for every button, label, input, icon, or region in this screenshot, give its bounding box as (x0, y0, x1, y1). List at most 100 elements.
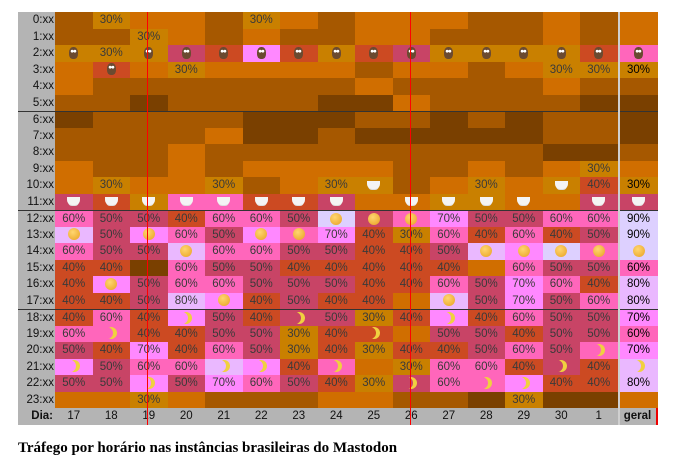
heatmap-cell: 60% (430, 276, 468, 293)
moon-icon (518, 377, 530, 389)
coffee-icon (292, 197, 306, 206)
week-divider-line (146, 12, 148, 425)
heatmap-cell (55, 12, 93, 29)
heatmap-cell: 50% (542, 259, 580, 276)
heatmap-cell: 60% (167, 259, 205, 276)
day-header: 25 (355, 408, 393, 425)
column-separator (617, 408, 620, 425)
heatmap-cell: 70% (430, 210, 468, 227)
day-header: 1 (580, 408, 618, 425)
heatmap-cell: 40% (55, 259, 93, 276)
day-header: 27 (430, 408, 468, 425)
heatmap-cell (205, 45, 243, 62)
hour-label: 19:xx (18, 325, 55, 342)
heatmap-cell: 40% (317, 292, 355, 309)
overall-cell (619, 78, 658, 95)
coffee-icon (442, 197, 456, 206)
overall-cell: 80% (619, 292, 658, 309)
hour-label: 23:xx (18, 391, 55, 408)
heatmap-cell: 50% (542, 309, 580, 326)
smile-icon (367, 212, 380, 225)
heatmap-cell (542, 94, 580, 111)
heatmap-cell (55, 391, 93, 408)
owl-icon (406, 46, 416, 59)
owl-icon (519, 46, 529, 59)
heatmap-cell (355, 325, 393, 342)
heatmap-cell (542, 127, 580, 144)
heatmap-cell (505, 177, 543, 194)
heatmap-cell (430, 177, 468, 194)
heatmap-cell: 30% (355, 309, 393, 326)
heatmap-cell (392, 391, 430, 408)
day-header: 26 (392, 408, 430, 425)
heatmap-cell (505, 61, 543, 78)
heatmap-cell (92, 111, 130, 128)
heatmap-cell: 40% (392, 259, 430, 276)
heatmap-cell (242, 177, 280, 194)
heatmap-cell: 40% (430, 259, 468, 276)
day-header: 18 (92, 408, 130, 425)
heatmap-cell (467, 12, 505, 29)
hour-label: 14:xx (18, 243, 55, 260)
heatmap-cell: 60% (542, 276, 580, 293)
overall-cell (619, 193, 658, 210)
heatmap-cell (392, 160, 430, 177)
smile-icon (292, 228, 305, 241)
heatmap-cell (280, 28, 318, 45)
heatmap-cell (542, 391, 580, 408)
heatmap-cell (92, 391, 130, 408)
day-header: 20 (167, 408, 205, 425)
heatmap-cell (55, 160, 93, 177)
heatmap-cell: 70% (205, 375, 243, 392)
heatmap-cell (280, 177, 318, 194)
column-separator (617, 292, 620, 309)
heatmap-cell (392, 45, 430, 62)
heatmap-cell: 50% (205, 325, 243, 342)
heatmap-cell (505, 94, 543, 111)
heatmap-cell: 50% (92, 210, 130, 227)
column-separator (617, 111, 620, 128)
day-header: 22 (242, 408, 280, 425)
hour-label: 20:xx (18, 342, 55, 359)
heatmap-cell (580, 193, 618, 210)
heatmap-cell: 30% (242, 12, 280, 29)
heatmap-cell (205, 292, 243, 309)
overall-cell (619, 127, 658, 144)
heatmap-cell: 30% (280, 325, 318, 342)
heatmap-cell (55, 94, 93, 111)
column-separator (617, 160, 620, 177)
overall-cell: 90% (619, 210, 658, 227)
heatmap-cell: 60% (505, 226, 543, 243)
smile-icon (555, 244, 568, 257)
heatmap-cell (242, 111, 280, 128)
heatmap-cell: 50% (130, 292, 168, 309)
heatmap-cell: 60% (205, 210, 243, 227)
heatmap-cell: 40% (580, 276, 618, 293)
heatmap-cell (580, 144, 618, 161)
heatmap-cell (355, 12, 393, 29)
moon-icon (555, 360, 567, 372)
hour-label: 0:xx (18, 12, 55, 29)
heatmap-cell: 60% (505, 309, 543, 326)
hour-label: 22:xx (18, 375, 55, 392)
heatmap-cell (280, 111, 318, 128)
heatmap-cell (542, 28, 580, 45)
hour-label: 12:xx (18, 210, 55, 227)
heatmap-cell (505, 28, 543, 45)
heatmap-cell (467, 259, 505, 276)
heatmap-cell (92, 193, 130, 210)
heatmap-cell: 50% (130, 210, 168, 227)
heatmap-cell: 50% (280, 375, 318, 392)
heatmap-cell: 50% (580, 325, 618, 342)
heatmap-cell: 40% (580, 358, 618, 375)
heatmap-cell (92, 276, 130, 293)
heatmap-cell (280, 12, 318, 29)
hour-label: 7:xx (18, 127, 55, 144)
heatmap-cell (467, 193, 505, 210)
owl-icon (369, 46, 379, 59)
heatmap-cell: 40% (355, 243, 393, 260)
moon-icon (443, 312, 455, 324)
heatmap-cell: 70% (317, 226, 355, 243)
heatmap-cell (55, 61, 93, 78)
coffee-icon (179, 197, 193, 206)
